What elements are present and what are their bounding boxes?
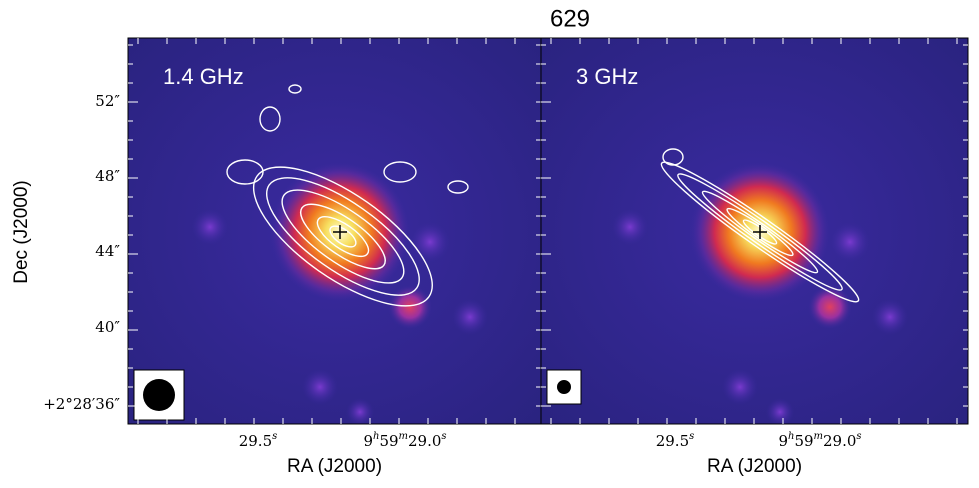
contour	[265, 177, 420, 296]
faint-source	[302, 369, 338, 405]
tick-label-part: s	[856, 431, 861, 442]
image-panel	[541, 3, 968, 424]
tick-label-part: s	[689, 431, 694, 442]
center-cross	[753, 225, 767, 239]
x-tick-label: 29.5s	[656, 431, 695, 450]
contour	[288, 84, 302, 94]
panel-label: 1.4 GHz	[163, 64, 244, 89]
tick-label-part: 29.0	[823, 432, 856, 450]
y-tick-label: 40″	[95, 318, 120, 336]
x-axis-label: RA (J2000)	[287, 456, 382, 477]
tick-label-part: 9	[363, 432, 373, 450]
contour	[316, 215, 370, 258]
panel-label: 3 GHz	[576, 64, 638, 89]
tick-label-part: s	[441, 431, 446, 442]
contour	[300, 203, 386, 270]
faint-source	[386, 3, 414, 31]
contour	[226, 159, 264, 185]
figure-title: 629	[550, 5, 590, 32]
faint-source	[452, 299, 488, 335]
companion-source	[808, 285, 852, 329]
tick-label-part: h	[788, 431, 794, 442]
contour	[677, 173, 843, 291]
faint-source	[612, 209, 648, 245]
y-tick-label: 48″	[95, 167, 120, 185]
contour	[383, 161, 417, 183]
faint-source	[192, 209, 228, 245]
tick-label-part: s	[272, 431, 277, 442]
tick-label-part: m	[399, 431, 408, 442]
contour	[259, 106, 281, 132]
faint-source	[766, 398, 794, 424]
tick-label-part: h	[373, 431, 379, 442]
contour	[701, 190, 819, 274]
beam	[143, 379, 175, 411]
faint-source	[872, 299, 908, 335]
tick-label-part: 29.0	[408, 432, 441, 450]
tick-label-part: 29.5	[239, 432, 272, 450]
x-tick-label: 29.5s	[239, 431, 278, 450]
tick-label-part: 29.5	[656, 432, 689, 450]
contour	[660, 161, 860, 303]
x-tick-label: 9h59m29.0s	[778, 431, 861, 450]
contour	[252, 166, 433, 307]
tick-label-part: 59	[794, 432, 813, 450]
x-axis-label: RA (J2000)	[707, 456, 802, 477]
tick-label-part: 9	[778, 432, 788, 450]
x-tick-label: 9h59m29.0s	[363, 431, 446, 450]
y-axis-label: Dec (J2000)	[11, 180, 32, 284]
contour	[726, 207, 794, 257]
tick-label-part: m	[814, 431, 823, 442]
faint-source	[410, 222, 450, 262]
faint-source	[806, 3, 834, 31]
center-cross	[333, 225, 347, 239]
contour	[281, 189, 405, 284]
y-tick-label: +2°28′36″	[43, 395, 120, 413]
faint-source	[722, 369, 758, 405]
image-panel	[128, 3, 541, 424]
faint-source	[346, 398, 374, 424]
companion-source	[388, 285, 432, 329]
faint-source	[830, 222, 870, 262]
contour	[742, 219, 778, 245]
contour	[447, 180, 469, 194]
contour	[662, 148, 684, 166]
beam	[557, 380, 571, 394]
y-tick-label: 44″	[95, 242, 120, 260]
tick-label-part: 59	[379, 432, 398, 450]
y-tick-label: 52″	[95, 92, 120, 110]
contour	[329, 225, 357, 248]
